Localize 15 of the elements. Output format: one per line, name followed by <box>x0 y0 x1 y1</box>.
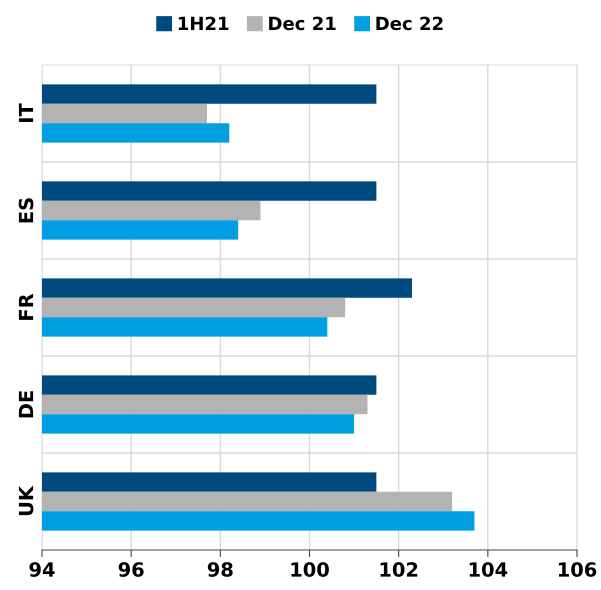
y-tick-label: IT <box>18 103 34 122</box>
y-tick-label: DE <box>18 391 34 418</box>
legend-label: 1H21 <box>178 16 228 30</box>
x-tick-label: 104 <box>470 562 508 577</box>
legend-label: Dec 22 <box>376 16 443 30</box>
x-tick-label: 100 <box>291 562 329 577</box>
x-tick-label: 106 <box>558 562 596 577</box>
x-tick-label: 96 <box>118 562 144 577</box>
y-tick-label: UK <box>18 485 34 516</box>
y-tick-label: ES <box>18 198 34 222</box>
x-tick-label: 98 <box>208 562 233 577</box>
x-tick-label: 94 <box>29 562 55 577</box>
legend-label: Dec 21 <box>269 16 336 30</box>
y-tick-label: FR <box>18 294 34 320</box>
x-tick-label: 102 <box>380 562 418 577</box>
